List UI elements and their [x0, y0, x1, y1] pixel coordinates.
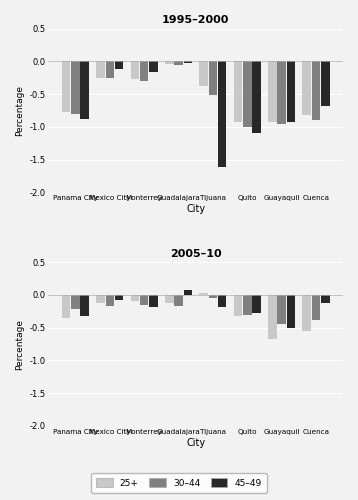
Bar — [218, 295, 227, 306]
Bar — [96, 295, 105, 303]
Bar — [106, 62, 114, 78]
Bar — [165, 62, 174, 64]
Legend: 25+, 30–44, 45–49: 25+, 30–44, 45–49 — [91, 473, 267, 493]
Bar — [131, 62, 139, 79]
Bar — [268, 62, 277, 122]
Bar — [174, 62, 183, 64]
Bar — [115, 295, 124, 300]
Y-axis label: Percentage: Percentage — [15, 85, 24, 136]
Bar — [312, 62, 320, 120]
Bar — [131, 295, 139, 302]
Bar — [234, 295, 242, 316]
Bar — [312, 295, 320, 320]
Bar — [252, 295, 261, 314]
Bar — [277, 295, 286, 324]
X-axis label: City: City — [186, 438, 205, 448]
Bar — [268, 295, 277, 340]
Bar — [81, 62, 89, 119]
Bar — [62, 295, 71, 318]
Bar — [303, 62, 311, 115]
Bar — [174, 295, 183, 306]
X-axis label: City: City — [186, 204, 205, 214]
Bar — [71, 62, 80, 114]
Title: 2005–10: 2005–10 — [170, 248, 222, 258]
Y-axis label: Percentage: Percentage — [15, 318, 24, 370]
Bar — [184, 290, 192, 295]
Bar — [321, 62, 330, 106]
Bar — [218, 62, 227, 168]
Bar — [149, 295, 158, 306]
Bar — [277, 62, 286, 124]
Bar — [287, 62, 295, 122]
Bar — [106, 295, 114, 306]
Bar — [287, 295, 295, 328]
Bar — [303, 295, 311, 331]
Bar — [165, 295, 174, 304]
Bar — [234, 62, 242, 122]
Bar — [149, 62, 158, 72]
Bar — [81, 295, 89, 316]
Bar — [243, 295, 252, 314]
Bar — [199, 62, 208, 86]
Bar — [62, 62, 71, 112]
Bar — [321, 295, 330, 303]
Title: 1995–2000: 1995–2000 — [162, 15, 229, 25]
Bar — [199, 293, 208, 295]
Bar — [243, 62, 252, 127]
Bar — [209, 295, 217, 298]
Bar — [140, 62, 149, 81]
Bar — [209, 62, 217, 96]
Bar — [115, 62, 124, 69]
Bar — [96, 62, 105, 78]
Bar — [71, 295, 80, 310]
Bar — [252, 62, 261, 134]
Bar — [140, 295, 149, 304]
